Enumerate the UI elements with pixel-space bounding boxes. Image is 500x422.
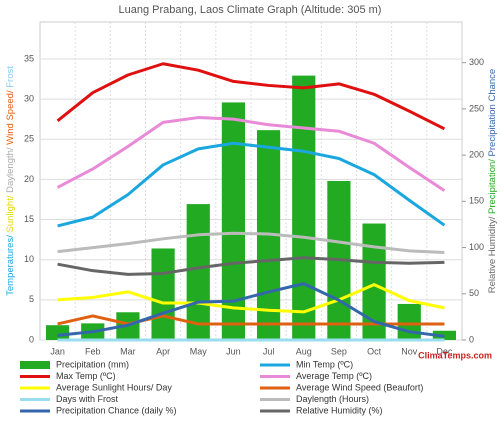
y-tick-label: 15 — [24, 214, 34, 224]
x-tick-label: Sep — [331, 346, 347, 356]
line — [57, 282, 445, 338]
x-tick-label: Jun — [226, 346, 241, 356]
x-tick-label: Apr — [156, 346, 170, 356]
bar — [292, 75, 316, 341]
y2-tick-label: 150 — [469, 196, 484, 206]
y2-tick-label: 200 — [469, 149, 484, 159]
y-axis-label-part: Wind Speed/ — [5, 90, 16, 147]
y-tick-label: 35 — [24, 53, 34, 63]
line — [57, 256, 445, 276]
legend-label: Relative Humidity (%) — [296, 405, 383, 415]
y-tick-label: 0 — [29, 334, 34, 344]
plot-area — [39, 21, 463, 341]
legend-swatch — [20, 361, 50, 369]
x-tick-label: Oct — [367, 346, 382, 356]
y2-tick-label: 0 — [469, 334, 474, 344]
line — [56, 116, 446, 192]
legend-label: Daylength (Hours) — [296, 394, 369, 404]
legend-label: Max Temp (ºC) — [56, 371, 116, 381]
y-axis-label: Temperatures/ Sunlight/ Daylength/ Wind … — [5, 66, 16, 296]
legend-label: Average Temp (ºC) — [296, 371, 372, 381]
y-tick-label: 25 — [24, 134, 34, 144]
y-axis-label-part: Frost — [5, 66, 16, 91]
legend-label: Min Temp (ºC) — [296, 359, 353, 369]
legend-label: Average Wind Speed (Beaufort) — [296, 382, 423, 392]
line — [57, 231, 445, 254]
legend-label: Precipitation Chance (daily %) — [56, 405, 177, 415]
y2-axis-label: Relative Humidity/ Precipitation/ Precip… — [487, 69, 498, 293]
y2-tick-label: 100 — [469, 242, 484, 252]
chart-title: Luang Prabang, Laos Climate Graph (Altit… — [119, 4, 382, 16]
x-tick-label: Dec — [436, 346, 453, 356]
bar — [45, 325, 70, 340]
bar — [362, 223, 386, 340]
bar — [221, 102, 246, 341]
y2-tick-label: 50 — [469, 288, 479, 298]
line — [56, 62, 446, 131]
y2-tick-label: 250 — [469, 103, 484, 113]
watermark: ClimaTemps.com — [418, 350, 492, 360]
y-axis-label-part: Sunlight/ — [5, 195, 16, 235]
x-tick-label: Jan — [50, 346, 65, 356]
legend-label: Days with Frost — [56, 394, 119, 404]
bar — [186, 204, 210, 340]
x-tick-label: Feb — [85, 346, 101, 356]
x-tick-label: May — [190, 346, 208, 356]
x-tick-label: Nov — [401, 346, 418, 356]
y-tick-label: 30 — [24, 93, 34, 103]
y2-tick-label: 300 — [469, 57, 484, 67]
bar — [151, 248, 175, 340]
x-tick-label: Mar — [120, 346, 136, 356]
legend-label: Average Sunlight Hours/ Day — [56, 382, 172, 392]
y-tick-label: 10 — [24, 254, 34, 264]
y-tick-label: 5 — [29, 294, 34, 304]
y2-axis-label-part: Relative Humidity/ — [487, 216, 498, 293]
legend-label: Precipitation (mm) — [56, 359, 129, 369]
y2-axis-label-part: Precipitation/ — [487, 159, 498, 217]
x-tick-label: Aug — [296, 346, 312, 356]
x-tick-label: Jul — [263, 346, 275, 356]
y2-axis-label-part: Precipitation Chance — [487, 69, 498, 159]
line — [57, 141, 446, 228]
bar — [397, 303, 421, 340]
line — [57, 283, 445, 314]
y-axis-label-part: Daylength/ — [5, 147, 16, 195]
y-tick-label: 20 — [24, 174, 34, 184]
y-axis-label-part: Temperatures/ — [5, 235, 16, 296]
